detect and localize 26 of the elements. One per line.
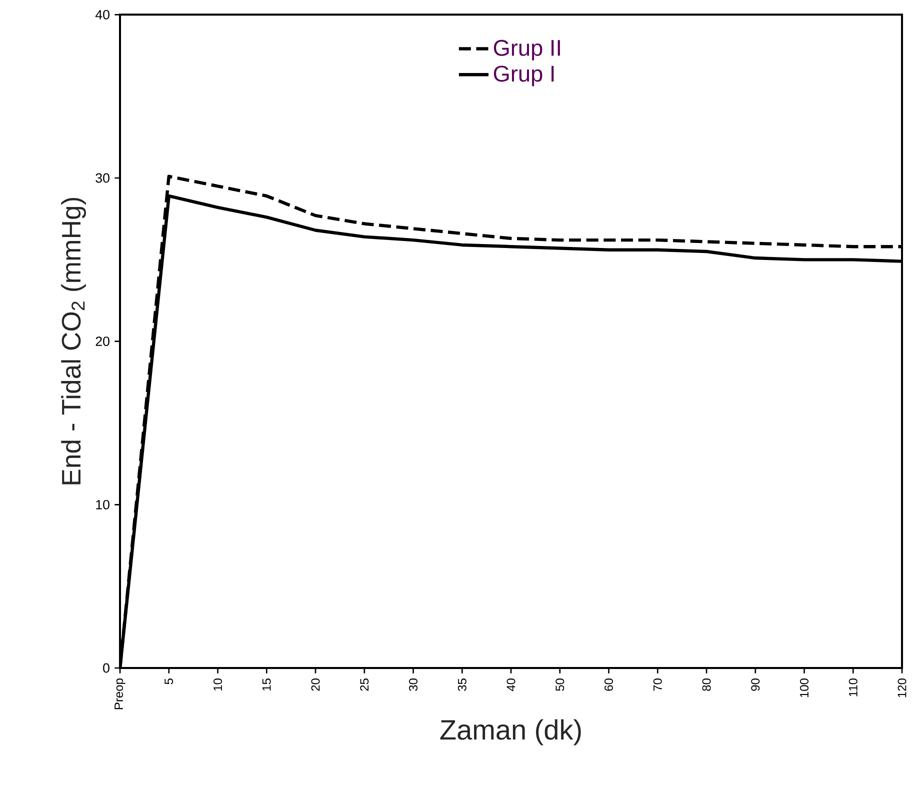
x-tick-label: 60 xyxy=(604,678,614,691)
y-tick-label: 20 xyxy=(96,336,110,346)
x-tick-label: 110 xyxy=(848,678,858,696)
x-tick-label: 40 xyxy=(506,678,516,692)
x-tick-label: 50 xyxy=(556,678,564,691)
legend-label: Grup II xyxy=(494,40,560,60)
x-axis-title: Zaman (dk) xyxy=(440,719,581,746)
x-tick-label: 35 xyxy=(458,678,466,691)
y-tick-label: 10 xyxy=(96,500,110,510)
y-tick-label: 0 xyxy=(103,663,110,673)
x-tick-label: 20 xyxy=(311,678,320,691)
y-tick-label: 30 xyxy=(96,173,110,183)
y-axis-title: End - Tidal CO$_{2}$ (mmHg) xyxy=(61,198,86,484)
x-tick-label: 100 xyxy=(800,678,809,698)
x-tick-label: 5 xyxy=(164,678,174,684)
legend-label: Grup I xyxy=(494,66,554,86)
x-tick-label: 25 xyxy=(360,678,369,691)
x-tick-label: 30 xyxy=(409,678,418,691)
x-tick-label: 80 xyxy=(702,678,711,691)
x-tick-label: 120 xyxy=(898,678,906,698)
x-tick-label: 15 xyxy=(262,678,271,690)
x-tick-label: 70 xyxy=(653,678,662,691)
x-tick-label: Preop xyxy=(114,678,126,710)
y-tick-label: 40 xyxy=(95,10,110,20)
x-tick-label: 10 xyxy=(214,678,222,690)
x-tick-label: 90 xyxy=(751,678,760,691)
